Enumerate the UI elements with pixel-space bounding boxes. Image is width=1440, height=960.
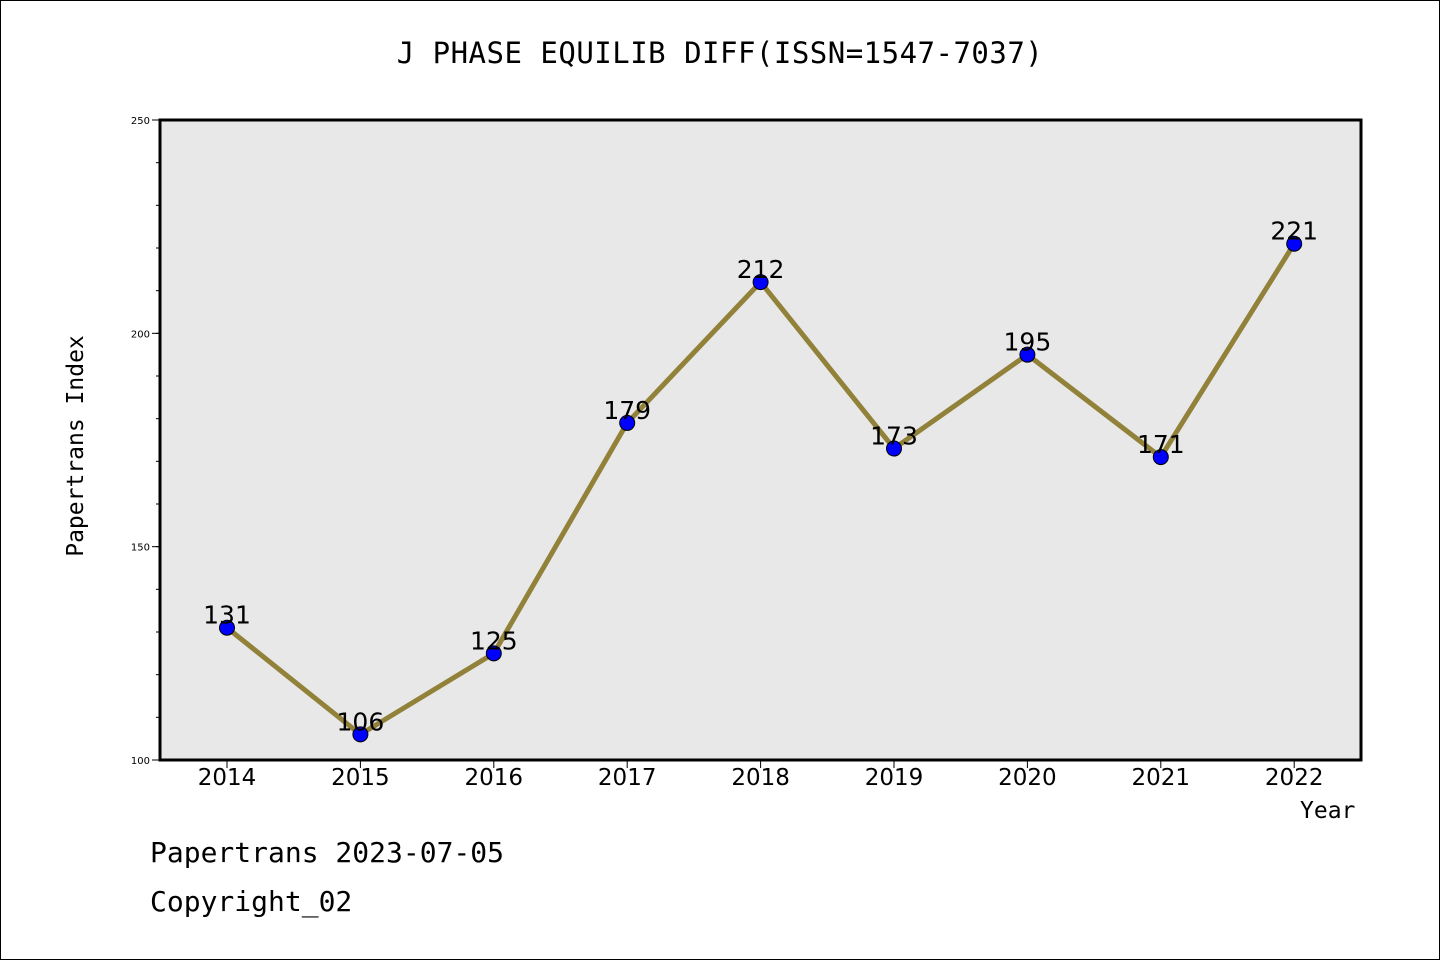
plot-border xyxy=(158,118,1363,762)
footer-copyright: Copyright_02 xyxy=(150,885,353,918)
data-label: 173 xyxy=(870,422,918,451)
x-tick-label: 2021 xyxy=(1132,765,1191,791)
data-label: 106 xyxy=(337,707,385,736)
data-point xyxy=(886,440,902,457)
x-tick-label: 2019 xyxy=(865,765,924,791)
y-tick-label: 200 xyxy=(131,329,150,340)
data-label: 195 xyxy=(1004,328,1052,357)
y-axis-label: Papertrans Index xyxy=(63,335,89,557)
y-tick-label: 150 xyxy=(131,543,150,554)
footer-date: Papertrans 2023-07-05 xyxy=(150,836,505,869)
data-label: 212 xyxy=(737,255,785,284)
x-tick-label: 2018 xyxy=(731,765,790,791)
data-point xyxy=(619,414,636,431)
axis-ticks: 100 150 200 250 2014 2015 2016 2017 2018 2019 2020… xyxy=(131,116,1324,791)
y-tick-label: 100 xyxy=(131,756,150,767)
y-tick-label: 250 xyxy=(131,116,150,127)
data-labels: 131 106 125 179 212 173 195 171 221 xyxy=(203,217,1318,737)
x-tick-label: 2020 xyxy=(998,765,1057,791)
data-point xyxy=(485,645,502,662)
x-tick-label: 2017 xyxy=(598,765,657,791)
data-point xyxy=(219,619,235,636)
x-tick-label: 2022 xyxy=(1265,765,1324,791)
data-point xyxy=(352,726,369,743)
plot-area xyxy=(160,120,1361,760)
data-label: 221 xyxy=(1270,217,1318,246)
data-label: 131 xyxy=(203,601,251,630)
x-tick-label: 2014 xyxy=(198,765,257,791)
x-tick-label: 2015 xyxy=(331,765,390,791)
data-point xyxy=(752,274,769,291)
series-markers xyxy=(219,235,1303,743)
data-label: 171 xyxy=(1137,430,1185,459)
data-label: 125 xyxy=(470,626,518,655)
x-tick-label: 2016 xyxy=(465,765,524,791)
data-label: 179 xyxy=(603,396,651,425)
x-axis-label: Year xyxy=(1300,798,1356,824)
data-point xyxy=(1286,235,1303,252)
chart-title: J PHASE EQUILIB DIFF(ISSN=1547-7037) xyxy=(396,36,1044,70)
data-point xyxy=(1019,346,1036,363)
data-point xyxy=(1152,449,1169,466)
